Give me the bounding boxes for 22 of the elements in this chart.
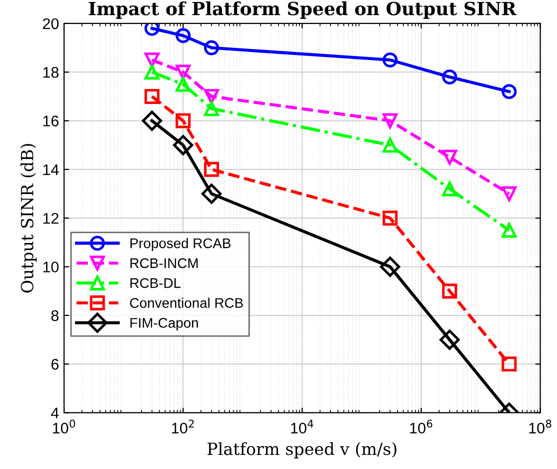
x-tick-label: 10$^{8}$ (529, 420, 552, 434)
y-tick-label: 14 (43, 164, 59, 175)
y-axis-title: Output SINR (dB) (20, 144, 37, 293)
x-axis-title: Platform speed v (m/s) (208, 442, 396, 458)
y-tick-label: 16 (43, 116, 59, 126)
x-tick-label: 10$^{6}$ (410, 420, 432, 434)
legend-label: Conventional RCB (130, 298, 243, 308)
y-tick-label: 6 (51, 358, 59, 370)
x-tick-label: 10$^{0}$ (53, 420, 76, 434)
x-tick-label: 10$^{2}$ (172, 420, 194, 434)
y-tick-label: 4 (51, 408, 59, 418)
legend-label: Proposed RCAB (130, 238, 230, 251)
y-tick-label: 8 (51, 310, 59, 322)
chart-title: Impact of Platform Speed on Output SINR (88, 1, 516, 19)
legend-label: FIM-Capon (130, 318, 198, 331)
y-tick-label: 18 (43, 66, 59, 78)
y-tick-label: 10 (43, 262, 59, 272)
x-tick-label: 10$^{4}$ (291, 420, 314, 434)
legend-label: RCB-INCM (130, 258, 198, 268)
legend-label: RCB-DL (130, 278, 181, 288)
y-tick-label: 12 (43, 212, 58, 224)
y-tick-label: 20 (42, 18, 59, 30)
